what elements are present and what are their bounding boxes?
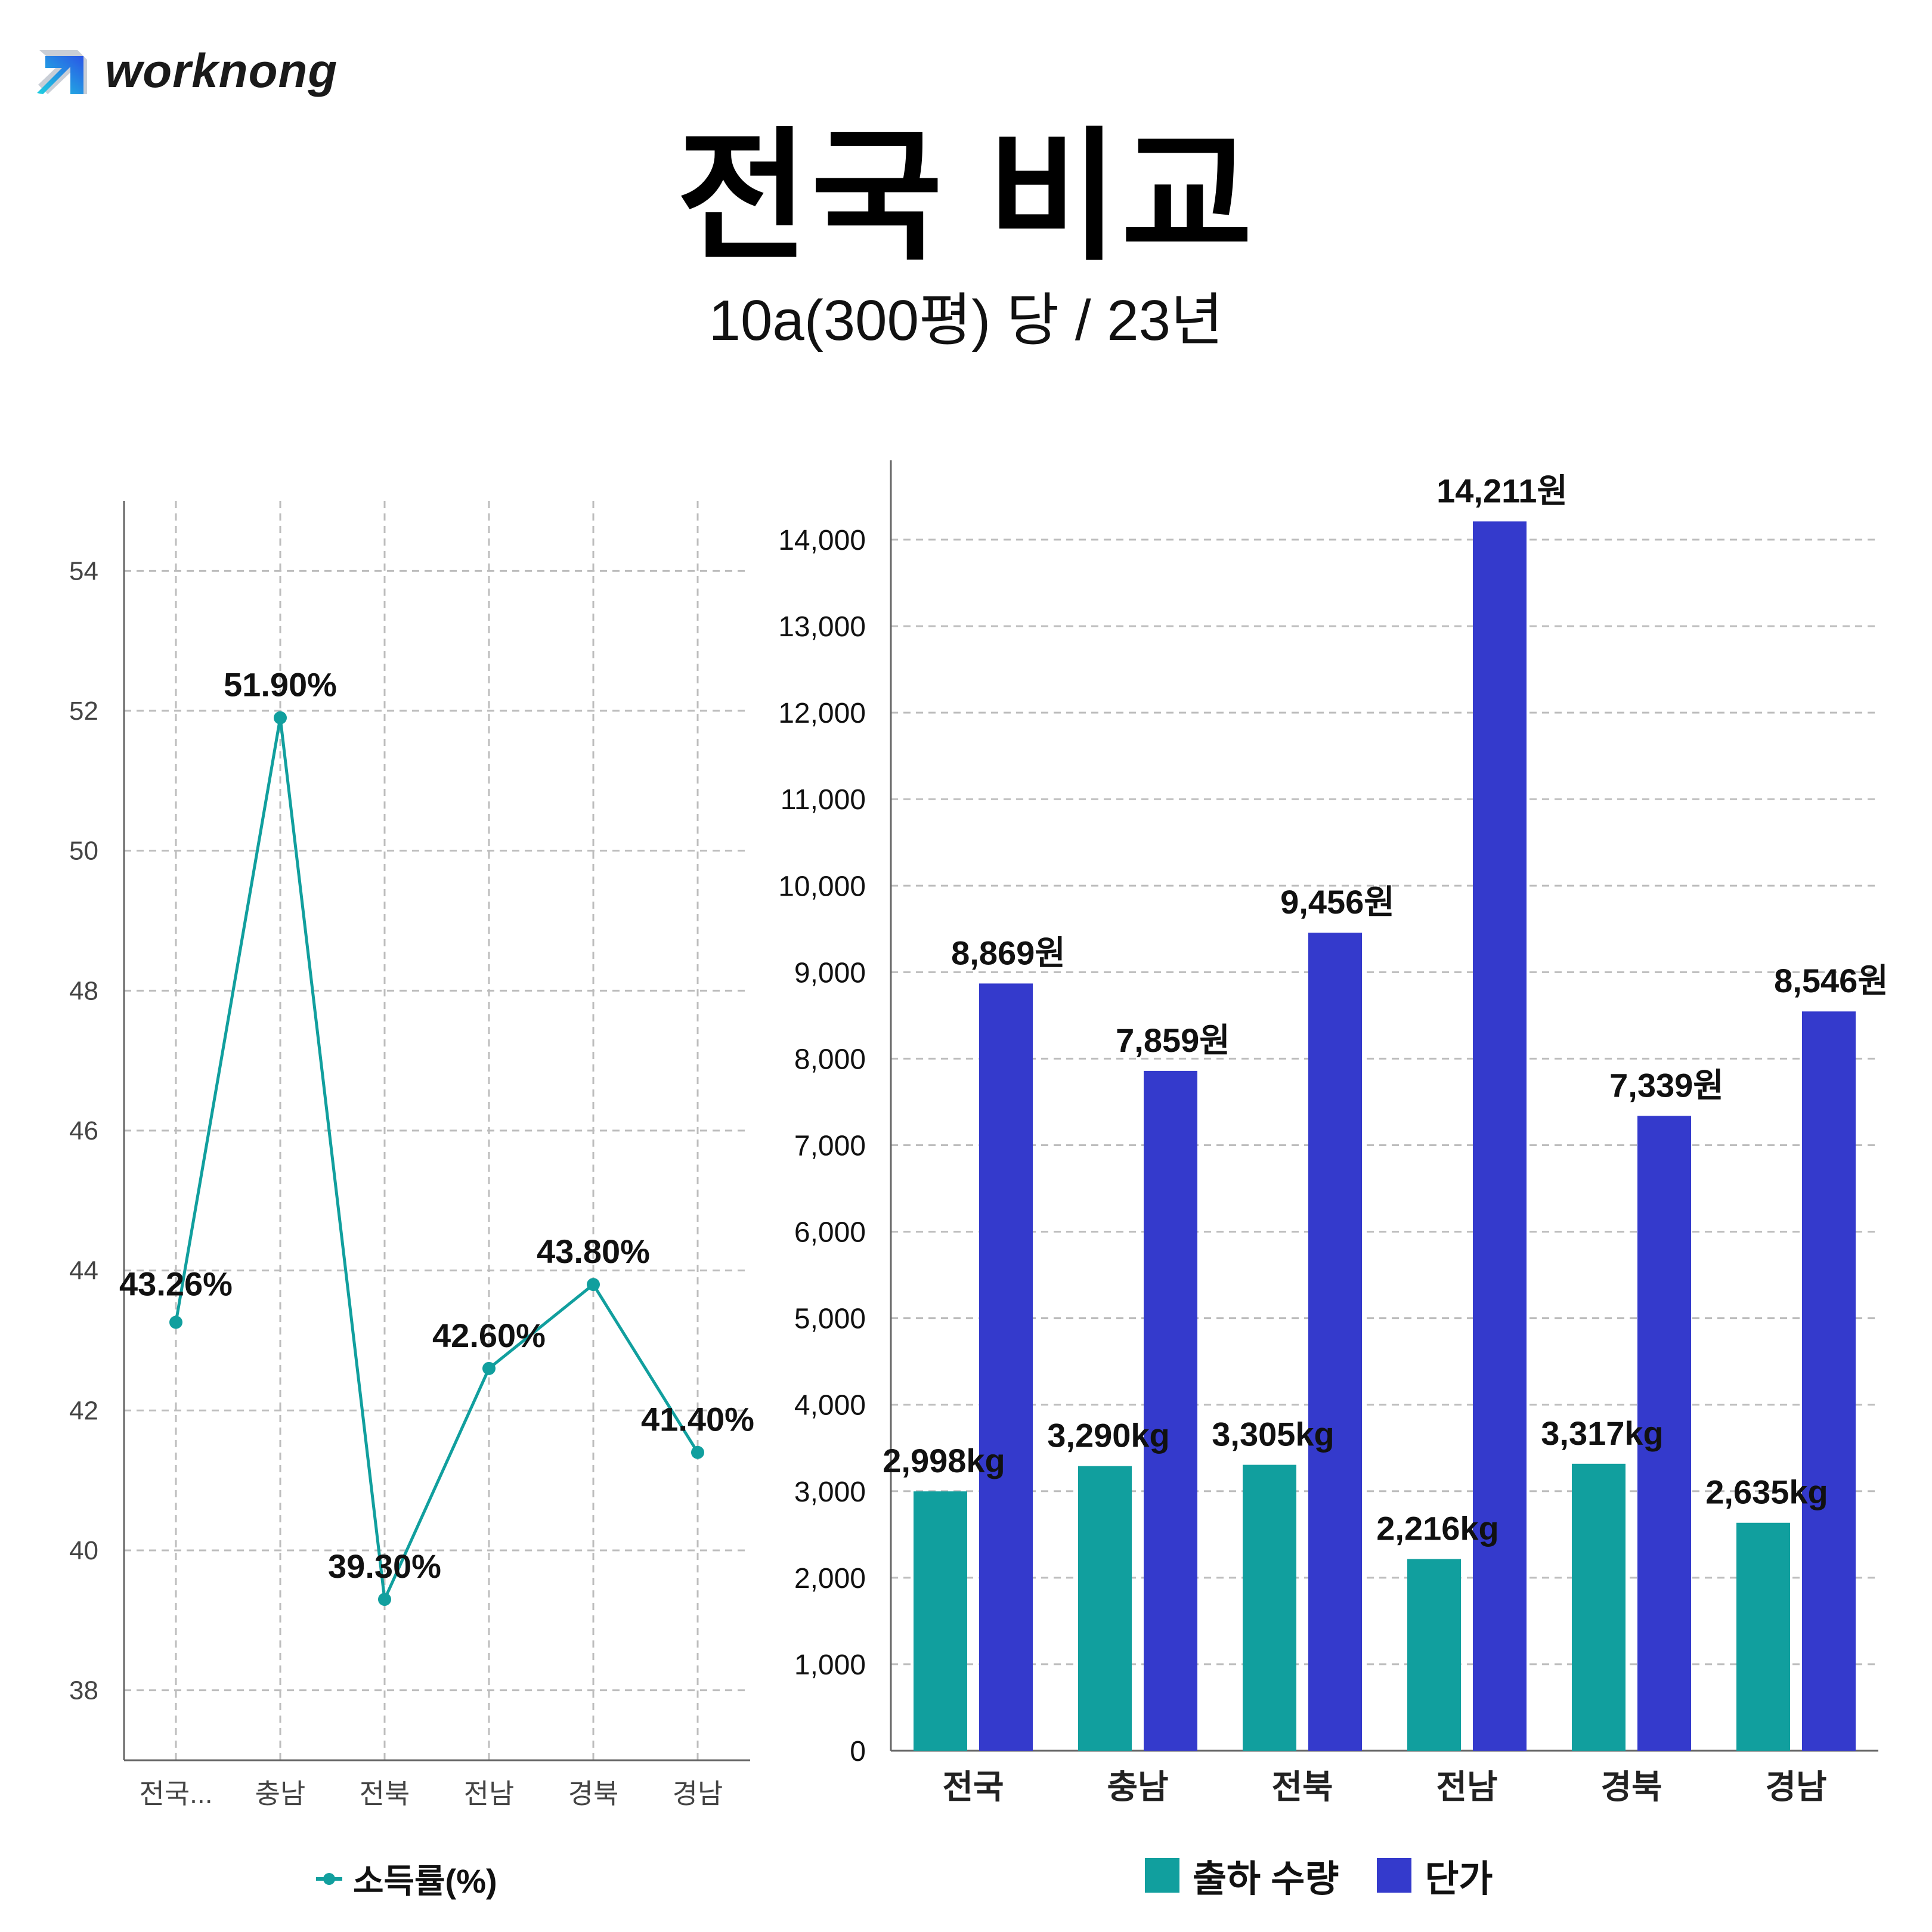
page-title: 전국 비교 xyxy=(677,117,1255,277)
y-tick-label: 8,000 xyxy=(794,1044,866,1075)
data-label: 43.80% xyxy=(537,1233,650,1270)
blue-swatch-icon xyxy=(1377,1858,1412,1893)
y-tick-label: 0 xyxy=(850,1736,866,1767)
data-label-price: 8,546원 xyxy=(1774,962,1888,999)
y-tick-label: 7,000 xyxy=(794,1131,866,1162)
data-label-price: 9,456원 xyxy=(1280,883,1395,921)
y-tick-label: 46 xyxy=(69,1116,98,1145)
y-tick-label: 44 xyxy=(69,1256,98,1286)
data-point xyxy=(482,1361,496,1375)
legend-item-price: 단가 xyxy=(1377,1849,1493,1902)
x-tick-label: 경남 xyxy=(673,1778,723,1809)
legend-item-income-rate: 소득률(%) xyxy=(316,1854,497,1903)
y-tick-label: 52 xyxy=(69,696,98,726)
data-label-volume: 3,305kg xyxy=(1212,1416,1335,1453)
x-tick-label: 충남 xyxy=(255,1778,306,1809)
page-subtitle: 10a(300평) 당 / 23년 xyxy=(708,289,1224,352)
legend-label: 출하 수량 xyxy=(1193,1859,1339,1900)
x-tick-label: 전남 xyxy=(1436,1768,1497,1806)
y-tick-label: 11,000 xyxy=(781,784,866,816)
y-tick-label: 3,000 xyxy=(794,1476,866,1508)
bar-price xyxy=(1473,521,1527,1751)
y-tick-label: 5,000 xyxy=(794,1304,866,1335)
y-tick-label: 38 xyxy=(69,1676,98,1705)
data-label-price: 7,859원 xyxy=(1116,1021,1230,1059)
y-tick-label: 48 xyxy=(69,976,98,1005)
data-point xyxy=(274,711,287,724)
bar-price xyxy=(1802,1011,1856,1751)
line-legend: 소득률(%) xyxy=(316,1854,497,1903)
y-tick-label: 54 xyxy=(69,556,98,586)
data-point xyxy=(169,1315,182,1329)
data-label: 41.40% xyxy=(641,1401,754,1438)
data-point xyxy=(378,1593,391,1606)
x-tick-label: 전북 xyxy=(1271,1768,1333,1806)
bar-volume xyxy=(1078,1466,1132,1751)
bar-volume xyxy=(1243,1465,1296,1751)
bar-price xyxy=(979,983,1033,1751)
x-tick-label: 경남 xyxy=(1765,1768,1826,1806)
income-rate-line-chart: 38 40 42 44 46 48 50 52 54 전국... 충남 전북 전남 경북 경남 43.26% 5… xyxy=(69,501,754,1809)
bar-price xyxy=(1144,1070,1197,1751)
y-tick-label: 6,000 xyxy=(794,1217,866,1249)
x-tick-label: 전국 xyxy=(942,1768,1004,1806)
series-line xyxy=(174,716,699,1601)
data-label-volume: 3,317kg xyxy=(1541,1414,1664,1452)
data-label: 39.30% xyxy=(328,1547,441,1585)
legend-item-volume: 출하 수량 xyxy=(1145,1849,1339,1902)
data-label-volume: 2,216kg xyxy=(1376,1510,1499,1547)
data-label-volume: 2,635kg xyxy=(1705,1473,1828,1511)
bar-volume xyxy=(1407,1559,1461,1751)
bar-legend: 출하 수량 단가 xyxy=(1145,1849,1493,1902)
bar-price xyxy=(1308,933,1362,1751)
data-point xyxy=(587,1278,600,1292)
y-tick-label: 50 xyxy=(69,837,98,866)
data-point xyxy=(691,1445,704,1459)
x-tick-label: 전국... xyxy=(140,1778,213,1809)
teal-swatch-icon xyxy=(1145,1858,1179,1893)
line-marker-icon xyxy=(316,1872,342,1885)
bar-volume xyxy=(1572,1463,1626,1751)
data-label-price: 14,211원 xyxy=(1436,472,1568,509)
data-label-volume: 3,290kg xyxy=(1047,1417,1170,1454)
y-tick-label: 13,000 xyxy=(778,611,866,643)
y-tick-label: 1,000 xyxy=(794,1649,866,1681)
volume-price-bar-chart: 0 1,000 2,000 3,000 4,000 5,000 6,000 7,000 8,00… xyxy=(778,460,1888,1806)
brand-name: worknong xyxy=(105,44,338,97)
legend-label: 단가 xyxy=(1425,1859,1493,1900)
y-tick-label: 14,000 xyxy=(778,525,866,556)
x-tick-label: 경북 xyxy=(568,1778,619,1809)
y-tick-label: 42 xyxy=(69,1396,98,1425)
x-tick-label: 경북 xyxy=(1600,1768,1662,1806)
data-label-volume: 2,998kg xyxy=(883,1442,1005,1479)
bar-volume xyxy=(914,1491,967,1751)
brand-logo: worknong xyxy=(36,38,338,104)
y-tick-label: 12,000 xyxy=(778,698,866,729)
bar-volume xyxy=(1736,1522,1790,1751)
y-tick-label: 4,000 xyxy=(794,1390,866,1422)
bar-price xyxy=(1637,1116,1691,1751)
data-label: 42.60% xyxy=(432,1317,546,1354)
data-label-price: 7,339원 xyxy=(1609,1066,1724,1104)
y-tick-label: 40 xyxy=(69,1536,98,1565)
data-label: 51.90% xyxy=(224,666,337,704)
y-tick-label: 9,000 xyxy=(794,957,866,989)
data-label-price: 8,869원 xyxy=(951,934,1066,971)
legend-label: 소득률(%) xyxy=(353,1862,497,1900)
y-tick-label: 2,000 xyxy=(794,1563,866,1594)
arrow-up-right-icon xyxy=(37,50,87,94)
x-tick-label: 전남 xyxy=(464,1778,515,1809)
x-tick-label: 충남 xyxy=(1107,1768,1168,1806)
data-label: 43.26% xyxy=(119,1265,233,1302)
x-tick-label: 전북 xyxy=(360,1778,410,1809)
y-tick-label: 10,000 xyxy=(778,871,866,902)
